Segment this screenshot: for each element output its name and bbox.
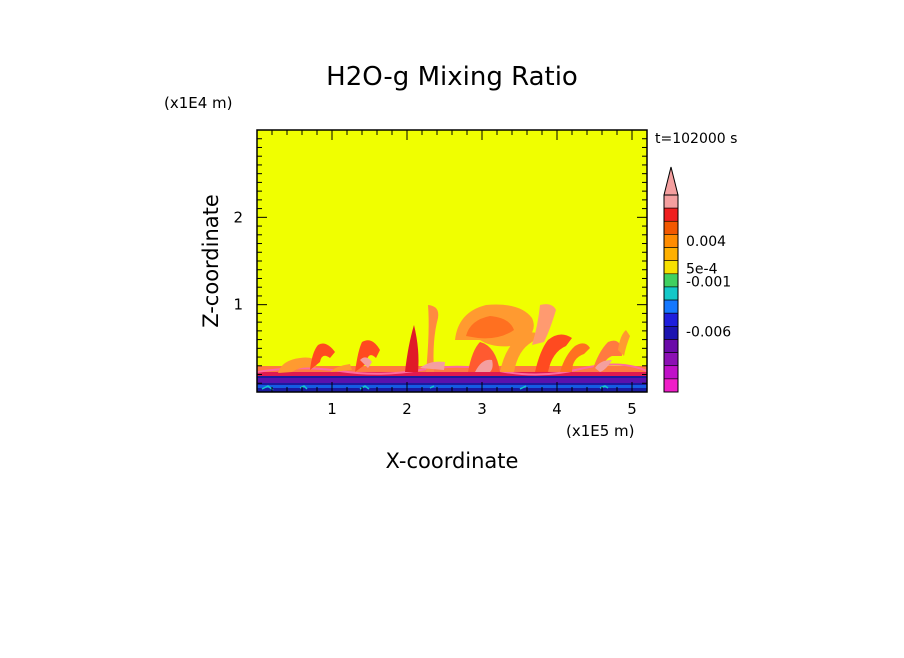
colorbar-swatch (663, 378, 679, 393)
colorbar-arrow (663, 166, 679, 196)
x-tick-label: 4 (552, 400, 562, 418)
x-scale-label: (x1E5 m) (566, 422, 635, 440)
surface-layer (256, 363, 648, 392)
x-tick-label: 5 (627, 400, 637, 418)
colorbar-label: 5e-4 (686, 262, 718, 278)
moisture-plumes (278, 304, 630, 373)
time-label: t=102000 s (655, 131, 737, 147)
plume (595, 360, 612, 372)
plume (278, 357, 318, 373)
colorbar-swatch (663, 326, 679, 340)
y-scale-label: (x1E4 m) (164, 94, 233, 112)
plume (405, 325, 419, 372)
plume (475, 359, 493, 372)
colorbar-swatch (663, 273, 679, 288)
plume (310, 343, 335, 370)
plume (535, 334, 572, 372)
x-tick-label: 3 (477, 400, 487, 418)
y-axis-label: Z-coordinate (199, 194, 223, 328)
colorbar-label: 0.004 (686, 234, 726, 250)
x-tick-label: 2 (402, 400, 412, 418)
colorbar-swatch (663, 299, 679, 314)
colorbar-swatch (663, 220, 679, 235)
plume (466, 316, 514, 339)
colorbar-frame (663, 194, 679, 393)
plume (500, 332, 540, 372)
y-tick-label: 2 (233, 208, 243, 226)
colorbar-swatch (663, 207, 679, 222)
colorbar-swatch (663, 194, 679, 209)
plume (360, 357, 372, 368)
colorbar-swatch (663, 312, 679, 327)
colorbar-swatch (663, 260, 679, 275)
y-ticks: 12 (233, 138, 647, 384)
plume (420, 361, 445, 370)
x-tick-label: 1 (327, 400, 337, 418)
colorbar-swatch (663, 234, 679, 248)
plume (532, 304, 556, 345)
colorbar-swatch (663, 339, 679, 353)
plume (330, 364, 352, 372)
colorbar-label: -0.001 (686, 275, 731, 291)
colorbar-label: -0.006 (686, 325, 731, 341)
plume (426, 305, 439, 372)
chart-title: H2O-g Mixing Ratio (326, 62, 578, 92)
colorbar-swatch (663, 247, 679, 261)
colorbar-swatch (663, 365, 679, 380)
colorbar: 0.004 5e-4-0.001 -0.006 (663, 166, 731, 393)
plume (618, 330, 630, 356)
y-tick-label: 1 (233, 296, 243, 314)
plume (560, 343, 590, 372)
plume (355, 340, 380, 372)
colorbar-swatch (663, 286, 679, 301)
x-axis-label: X-coordinate (386, 449, 519, 473)
x-ticks: 1 2 3 4 5 (271, 130, 637, 418)
colorbar-swatch (663, 352, 679, 367)
